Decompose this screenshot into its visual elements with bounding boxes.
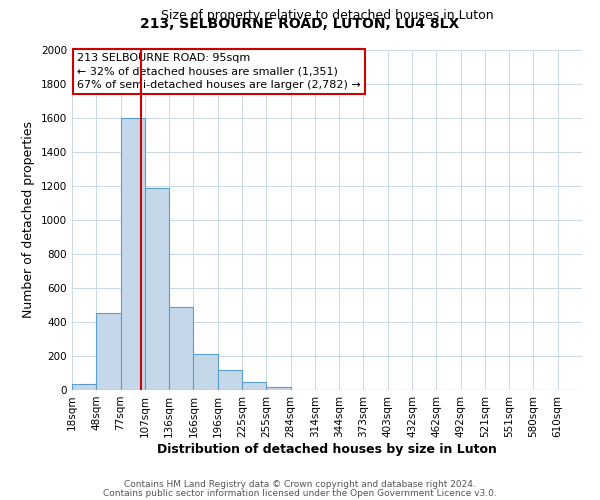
Bar [218,370,242,390]
Bar [193,354,218,390]
X-axis label: Distribution of detached houses by size in Luton: Distribution of detached houses by size … [157,442,497,456]
Bar [121,118,145,390]
Bar [72,384,96,390]
Bar [145,188,169,390]
Bar [96,312,121,390]
Bar [242,382,266,390]
Text: 213, SELBOURNE ROAD, LUTON, LU4 8LX: 213, SELBOURNE ROAD, LUTON, LU4 8LX [140,18,460,32]
Text: Contains public sector information licensed under the Open Government Licence v3: Contains public sector information licen… [103,488,497,498]
Text: 213 SELBOURNE ROAD: 95sqm
← 32% of detached houses are smaller (1,351)
67% of se: 213 SELBOURNE ROAD: 95sqm ← 32% of detac… [77,54,361,90]
Bar [266,386,290,390]
Y-axis label: Number of detached properties: Number of detached properties [22,122,35,318]
Bar [169,306,193,390]
Text: Contains HM Land Registry data © Crown copyright and database right 2024.: Contains HM Land Registry data © Crown c… [124,480,476,489]
Title: Size of property relative to detached houses in Luton: Size of property relative to detached ho… [161,10,493,22]
